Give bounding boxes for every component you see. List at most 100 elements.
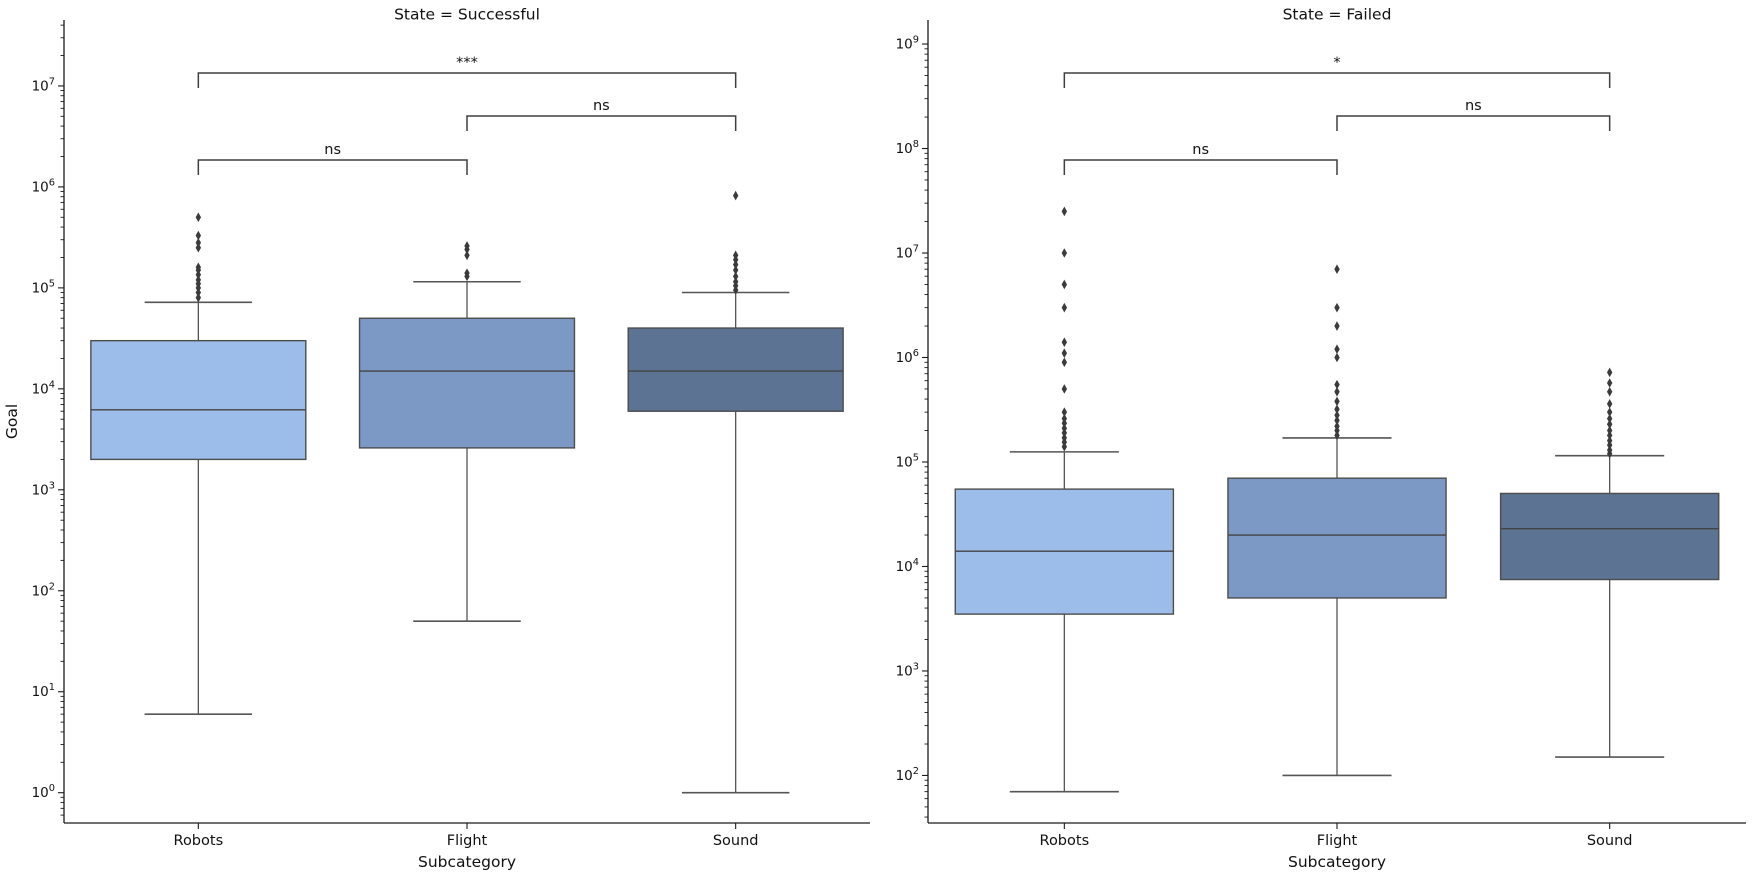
outliers-flight [1334,264,1340,441]
x-axis-label: Subcategory [418,853,516,871]
outlier-point [1606,445,1613,455]
outlier-point [1606,419,1613,429]
outlier-point [732,259,739,270]
box-group-robots [954,206,1175,793]
box-group-sound [1499,367,1720,758]
outlier-point [1061,337,1068,348]
iqr-box-flight [358,317,576,449]
outlier-point [1061,413,1068,424]
outlier-point [1061,206,1068,217]
significance-label: ns [324,142,341,158]
bracket-robots-sound: * [1063,55,1611,88]
outlier-point [1334,396,1340,407]
bracket-line [1063,159,1338,175]
outliers-robots [195,212,202,303]
outlier-point [195,230,202,241]
outlier-point [1061,248,1068,258]
y-tick-label: 100 [32,783,55,801]
y-axis-label: Goal [3,404,21,439]
outlier-point [1334,415,1340,426]
x-tick-label-sound: Sound [713,833,759,849]
panel-failed: * ns ns 102 103 104 105 106 107 108 109 Robots Fligh… [896,6,1746,871]
iqr-box-robots [90,339,307,461]
outlier-point [1061,348,1068,358]
significance-label: ns [1192,142,1209,158]
bracket-flight-sound: ns [466,98,737,131]
outlier-point [1334,302,1340,313]
outlier-point [195,292,202,303]
bracket-flight-sound: ns [1336,98,1611,131]
outlier-point [1334,404,1340,415]
y-tick-label: 107 [896,244,919,262]
box-group-flight [1227,264,1447,777]
x-tick-label-robots: Robots [174,833,224,849]
y-tick-label: 106 [896,348,919,366]
outliers-robots [1061,206,1068,452]
outlier-point [1061,302,1068,313]
outlier-point [1061,407,1068,417]
y-tick-label: 105 [32,278,55,296]
significance-label: * [1333,55,1340,71]
y-tick-label: 106 [32,177,55,195]
bracket-robots-flight: ns [1063,142,1338,175]
outlier-point [1606,386,1613,397]
outlier-point [1606,399,1613,409]
outlier-point [1061,357,1068,368]
outlier-point [732,250,739,261]
outlier-point [195,242,202,253]
panel-title: State = Failed [1283,6,1392,24]
outlier-point [464,241,470,251]
panel-successful: *** ns ns 100 101 102 103 104 105 106 107 Robots Fli… [3,6,870,871]
outlier-point [1334,264,1340,274]
outlier-point [464,250,470,261]
outlier-point [1061,279,1068,290]
significance-label: *** [456,55,478,71]
y-tick-label: 104 [32,379,55,397]
box-group-flight [358,241,576,622]
outlier-point [195,212,202,223]
panel-title: State = Successful [394,6,540,24]
outlier-point [732,265,739,275]
outlier-point [1606,367,1613,378]
x-tick-label-sound: Sound [1587,833,1633,849]
outlier-point [1606,425,1613,436]
y-tick-label: 102 [896,766,919,784]
outlier-point [1334,386,1340,397]
outlier-point [1334,379,1340,390]
outlier-point [1334,421,1340,432]
bracket-line [466,115,737,131]
outliers-flight [464,241,470,282]
outlier-point [1334,410,1340,421]
outlier-point [1061,384,1068,394]
y-tick-label: 107 [32,76,55,94]
y-tick-label: 101 [32,682,55,700]
y-tick-label: 102 [32,581,55,599]
significance-brackets: *** ns ns [197,55,737,175]
significance-brackets: * ns ns [1063,55,1611,175]
axes: 102 103 104 105 106 107 108 109 Robots Flight Soun… [896,20,1746,871]
iqr-box-sound [1499,492,1720,581]
x-tick-label-flight: Flight [447,833,488,849]
axes: 100 101 102 103 104 105 106 107 Robots Flight Soun… [3,20,870,871]
y-tick-label: 103 [32,480,55,498]
y-tick-label: 105 [896,452,919,470]
bracket-line [197,159,468,175]
outlier-point [1061,433,1068,443]
bracket-robots-flight: ns [197,142,468,175]
outlier-point [464,268,470,278]
outlier-point [1334,321,1340,331]
significance-label: ns [1465,98,1482,114]
iqr-box-sound [627,327,844,412]
y-tick-label: 103 [896,661,919,679]
outliers-sound [1606,367,1613,459]
x-tick-label-flight: Flight [1317,833,1358,849]
iqr-box-flight [1227,477,1447,599]
outlier-point [195,275,202,285]
box-group-robots [90,212,307,715]
outlier-point [1606,435,1613,446]
outlier-point [1061,423,1068,434]
y-tick-label: 108 [896,139,919,157]
outlier-point [732,190,739,201]
